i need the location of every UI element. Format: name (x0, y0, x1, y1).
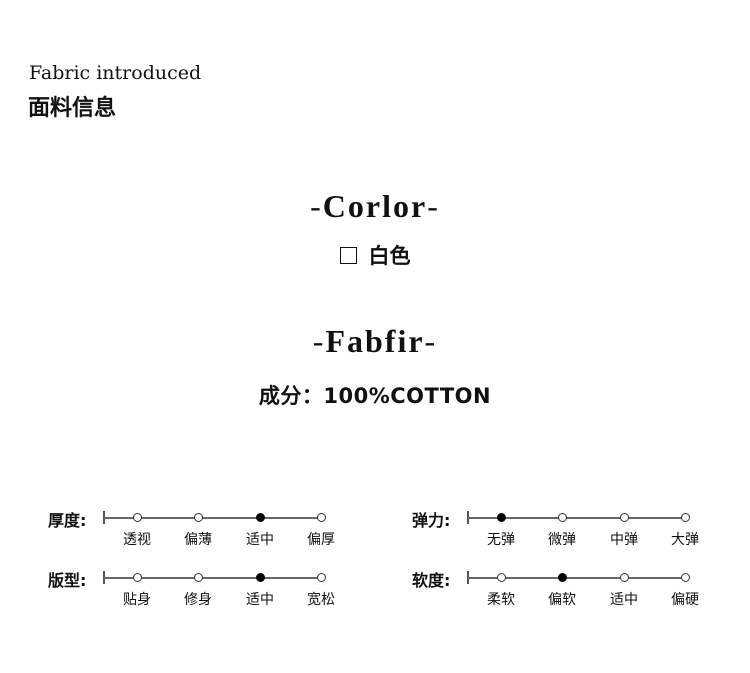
scale-start-tick (103, 511, 105, 524)
scale-line (468, 577, 686, 579)
scale-option: 适中 (610, 592, 638, 608)
scale-dot (194, 513, 203, 522)
scale-dot (620, 513, 629, 522)
scale-option: 偏硬 (671, 592, 699, 608)
scale-option: 无弹 (487, 532, 515, 548)
fabric-heading: -Fabfir- (312, 323, 438, 359)
scale-dot (133, 573, 142, 582)
scale-option: 贴身 (123, 592, 151, 608)
scale-2: 版型: 贴身 修身 适中 宽松 (48, 571, 378, 627)
scale-dot (194, 573, 203, 582)
scale-dot (317, 573, 326, 582)
scale-label: 软度: (412, 571, 451, 590)
scale-0: 厚度: 透视 偏薄 适中 偏厚 (48, 511, 378, 567)
scale-label: 弹力: (412, 511, 451, 530)
scale-option: 中弹 (610, 532, 638, 548)
scale-option: 宽松 (307, 592, 335, 608)
scale-label: 版型: (48, 571, 87, 590)
scale-option: 修身 (184, 592, 212, 608)
scale-option: 透视 (123, 532, 151, 548)
scale-dot-selected (256, 573, 265, 582)
scale-dot (497, 573, 506, 582)
scale-dot (681, 573, 690, 582)
scale-1: 弹力: 无弹 微弹 中弹 大弹 (412, 511, 742, 567)
scale-dot (558, 513, 567, 522)
fabric-heading-text: Fabfir (325, 323, 425, 359)
scale-3: 软度: 柔软 偏软 适中 偏硬 (412, 571, 742, 627)
scale-option: 微弹 (548, 532, 576, 548)
scale-option: 大弹 (671, 532, 699, 548)
scale-start-tick (467, 571, 469, 584)
title-english: Fabric introduced (29, 62, 202, 84)
composition: 成分：100%COTTON (258, 384, 492, 408)
scale-option: 柔软 (487, 592, 515, 608)
scale-dot-selected (497, 513, 506, 522)
scale-line (468, 517, 686, 519)
scale-start-tick (103, 571, 105, 584)
scale-line (104, 517, 322, 519)
color-heading-text: Corlor (322, 188, 428, 224)
scale-option: 适中 (246, 592, 274, 608)
scale-dot-selected (558, 573, 567, 582)
title-chinese: 面料信息 (28, 96, 117, 121)
scale-start-tick (467, 511, 469, 524)
scale-option: 偏软 (548, 592, 576, 608)
color-value: 白色 (368, 244, 411, 268)
scale-option: 偏薄 (184, 532, 212, 548)
color-swatch (339, 247, 357, 264)
color-row: 白色 (0, 240, 750, 270)
scale-dot (317, 513, 326, 522)
scale-line (104, 577, 322, 579)
scale-dot (133, 513, 142, 522)
scale-dot (681, 513, 690, 522)
scale-dot-selected (256, 513, 265, 522)
scale-label: 厚度: (48, 511, 87, 530)
scale-option: 适中 (246, 532, 274, 548)
scale-dot (620, 573, 629, 582)
color-heading: -Corlor- (310, 188, 440, 224)
scale-option: 偏厚 (307, 532, 335, 548)
